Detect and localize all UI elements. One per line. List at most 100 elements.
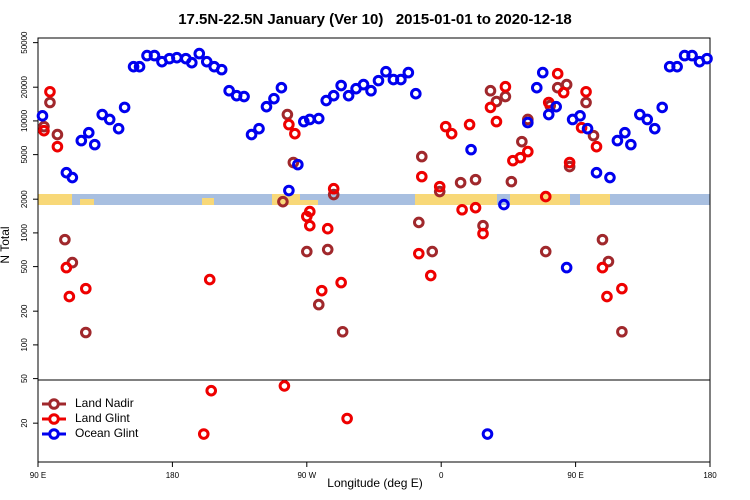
point [260,100,273,113]
point [215,63,228,76]
point [648,122,661,135]
point [424,269,437,282]
point [481,428,494,440]
point [60,261,73,274]
point [75,134,88,147]
point [456,203,468,216]
point [563,160,576,173]
point [505,175,518,188]
point [112,122,125,135]
point [186,56,198,69]
plot-frame [37,37,711,463]
point [278,380,291,392]
land-strip [580,194,610,205]
point [327,188,340,201]
point [484,84,497,97]
point [557,86,570,99]
map-strip [38,194,710,205]
point [656,101,669,114]
point [59,233,71,246]
point [79,282,92,295]
legend-marker [48,398,60,410]
point [380,65,392,78]
legend-marker [48,413,60,425]
point [289,127,301,140]
point [498,198,510,211]
point [301,245,313,258]
point [321,243,334,256]
point [550,100,562,113]
point [321,222,334,235]
point [701,52,713,65]
land-strip [300,200,318,205]
point [445,127,458,140]
point [312,112,325,125]
point [625,138,637,151]
point [469,201,482,214]
point [223,84,235,97]
chart-title: 17.5N-22.5N January (Ver 10) 2015-01-01 … [178,11,572,28]
point [66,171,79,184]
point [580,85,592,98]
y-tick-label: 5000 [20,145,29,163]
point [320,94,333,107]
point [410,87,422,100]
point [575,121,588,134]
point [127,60,140,73]
legend-label: Land Nadir [75,396,134,410]
point [616,325,628,338]
point [580,96,592,109]
point [560,261,573,274]
point [469,173,482,186]
point [530,81,543,94]
land-strip [415,194,497,205]
y-tick-label: 1000 [20,223,29,241]
point [522,145,534,158]
x-tick-label: 0 [439,471,444,480]
y-tick-label: 50 [20,374,29,383]
point [277,195,289,208]
point [671,60,683,73]
point [44,96,56,109]
point [38,124,50,137]
point [426,245,439,258]
land-strip [510,194,570,205]
point [490,95,503,108]
point [402,66,415,79]
point [490,115,503,128]
y-tick-label: 200 [20,304,29,318]
point [415,170,428,183]
point [596,261,609,274]
point [365,84,377,97]
point [372,74,385,87]
point [96,108,109,121]
y-tick-label: 10000 [20,109,29,132]
point [336,325,349,338]
point [465,143,477,156]
point [268,92,280,105]
point [197,428,210,440]
point [590,166,603,179]
point [283,184,295,197]
x-tick-label: 180 [166,471,180,480]
point [514,151,527,164]
point [454,176,467,189]
x-axis-title: Longitude (deg E) [327,476,422,490]
point [522,116,534,129]
legend-marker [48,428,60,440]
point [200,55,213,68]
point [315,284,328,297]
point [641,113,654,126]
y-tick-label: 2000 [20,190,29,208]
point [357,78,370,91]
point [499,80,512,93]
point [574,110,586,122]
point [79,326,92,339]
x-tick-label: 90 W [297,471,316,480]
land-strip [80,199,94,205]
point [463,118,476,131]
point [335,276,347,289]
point [38,120,50,133]
point [539,190,552,203]
point [335,79,347,92]
